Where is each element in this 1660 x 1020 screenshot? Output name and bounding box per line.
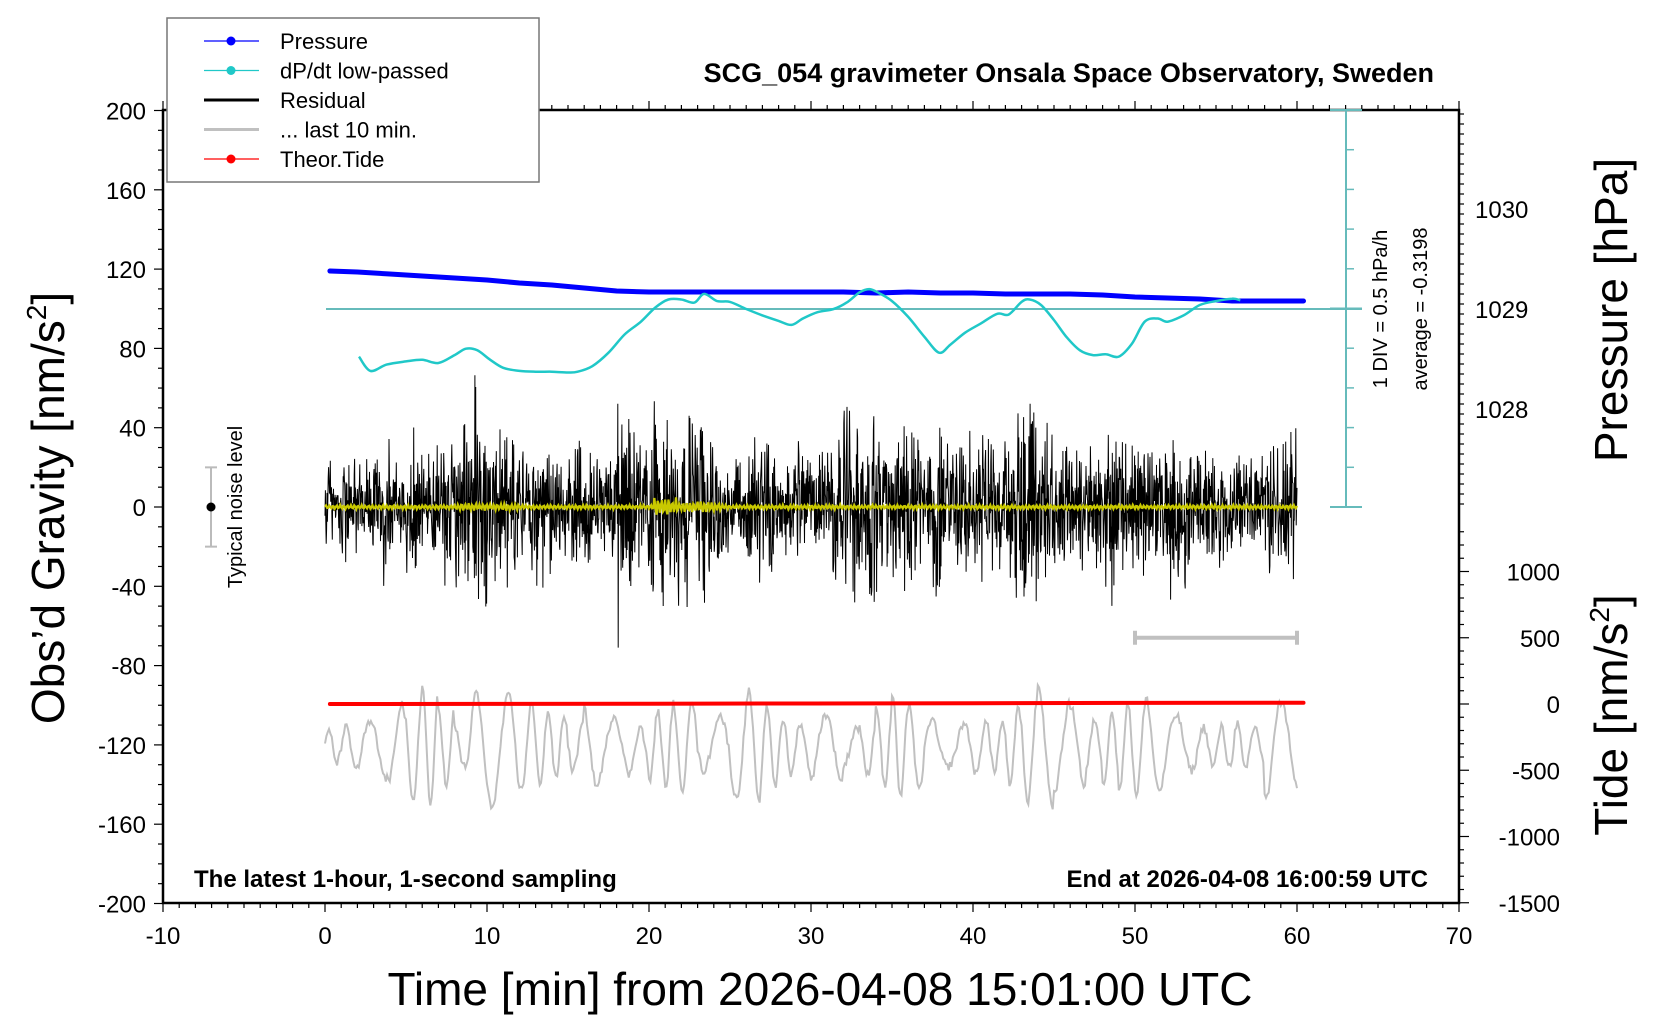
sampling-note: The latest 1-hour, 1-second sampling bbox=[194, 866, 617, 893]
x-tick-label: 40 bbox=[960, 923, 987, 950]
gravity-tick-label: -40 bbox=[111, 574, 146, 601]
legend-dot-icon bbox=[226, 154, 236, 164]
gravity-axis-title-end: ] bbox=[22, 292, 74, 305]
pressure-tick-label: 1029 bbox=[1475, 297, 1528, 324]
gravity-tick-label: 80 bbox=[119, 336, 146, 363]
legend-label: dP/dt low-passed bbox=[280, 59, 449, 84]
legend-item: Residual bbox=[204, 88, 366, 113]
legend-item: ... last 10 min. bbox=[204, 118, 417, 143]
dpdt-average-label: average = -0.3198 bbox=[1410, 228, 1432, 391]
tide-line bbox=[327, 700, 1306, 706]
gravity-tick-label: 0 bbox=[133, 495, 146, 522]
last-10-min-line bbox=[324, 681, 1298, 811]
noise-level-label: Typical noise level bbox=[225, 426, 247, 588]
tide-tick-label: 1000 bbox=[1507, 560, 1560, 587]
tide-tick-label: -1000 bbox=[1499, 825, 1560, 852]
legend-item: Theor.Tide bbox=[204, 147, 384, 172]
legend-label: Pressure bbox=[280, 29, 368, 54]
gravity-tick-label: 200 bbox=[106, 99, 146, 126]
last-10-min-range-bar bbox=[1133, 630, 1299, 645]
x-tick-label: 30 bbox=[798, 923, 825, 950]
legend-label: ... last 10 min. bbox=[280, 118, 417, 143]
lowpass-line bbox=[324, 497, 1299, 516]
gravity-axis: 200 160 120 80 40 0 -40 -80 -120 -160 -200 bbox=[98, 99, 163, 919]
tide-axis-title-sup: 2 bbox=[1584, 607, 1615, 623]
legend-label: Theor.Tide bbox=[280, 147, 384, 172]
x-tick-label: 60 bbox=[1284, 923, 1311, 950]
legend-dot-icon bbox=[226, 66, 236, 75]
series-lowpass-residual bbox=[324, 497, 1299, 516]
tide-axis: 1000 500 0 -500 -1000 -1500 bbox=[1459, 531, 1560, 918]
x-tick-label: 50 bbox=[1122, 923, 1149, 950]
tide-tick-label: 0 bbox=[1547, 692, 1560, 719]
legend-dot-icon bbox=[226, 36, 236, 46]
pressure-tick-label: 1030 bbox=[1475, 197, 1528, 224]
residual-line bbox=[324, 375, 1298, 648]
series-last-10-min bbox=[324, 681, 1298, 811]
tide-tick-label: -500 bbox=[1512, 758, 1560, 785]
tide-axis-title: Tide [nm/s2] bbox=[1584, 594, 1637, 835]
pressure-axis-title: Pressure [hPa] bbox=[1585, 158, 1637, 462]
tide-axis-title-main: Tide [nm/s bbox=[1585, 623, 1637, 836]
series-theor-tide bbox=[327, 700, 1306, 706]
x-axis-title: Time [min] from 2026-04-08 15:01:00 UTC bbox=[388, 963, 1253, 1015]
legend-item: dP/dt low-passed bbox=[204, 59, 449, 84]
dpdt-scale-bar bbox=[1330, 109, 1362, 508]
gravity-tick-label: -200 bbox=[98, 892, 146, 919]
noise-level-indicator bbox=[205, 466, 217, 548]
x-tick-label: -10 bbox=[146, 923, 181, 950]
chart-title: SCG_054 gravimeter Onsala Space Observat… bbox=[704, 58, 1434, 88]
tide-axis-title-end: ] bbox=[1585, 594, 1637, 607]
end-time-note: End at 2026-04-08 16:00:59 UTC bbox=[1067, 866, 1429, 893]
gravity-tick-label: 120 bbox=[106, 257, 146, 284]
series-residual bbox=[324, 375, 1298, 648]
x-tick-label: 70 bbox=[1446, 923, 1473, 950]
legend-item: Pressure bbox=[204, 29, 368, 54]
legend: Pressure dP/dt low-passed Residual ... last… bbox=[166, 17, 540, 183]
pressure-tick-label: 1028 bbox=[1475, 397, 1528, 424]
gravity-tick-label: 40 bbox=[119, 416, 146, 443]
x-tick-label: 10 bbox=[474, 923, 501, 950]
x-tick-label: 20 bbox=[636, 923, 663, 950]
gravity-tick-label: 160 bbox=[106, 178, 146, 205]
series-pressure bbox=[327, 268, 1306, 304]
tide-tick-label: 500 bbox=[1520, 626, 1560, 653]
gravity-tick-label: -160 bbox=[98, 812, 146, 839]
x-tick-label: 0 bbox=[318, 923, 331, 950]
gravity-axis-title: Obs’d Gravity [nm/s2] bbox=[21, 292, 74, 724]
noise-center-dot bbox=[206, 502, 216, 512]
gravity-axis-title-main: Obs’d Gravity [nm/s bbox=[22, 320, 74, 724]
dpdt-line bbox=[357, 287, 1241, 374]
gravity-tick-label: -80 bbox=[111, 654, 146, 681]
gravity-tick-label: -120 bbox=[98, 733, 146, 760]
pressure-line bbox=[327, 268, 1306, 304]
pressure-axis: 1030 1029 1028 bbox=[1459, 113, 1528, 505]
legend-label: Residual bbox=[280, 88, 366, 113]
series-dpdt bbox=[357, 287, 1241, 374]
dpdt-scale-label: 1 DIV = 0.5 hPa/h bbox=[1370, 230, 1392, 388]
gravity-axis-title-sup: 2 bbox=[21, 305, 52, 321]
tide-tick-label: -1500 bbox=[1499, 891, 1560, 918]
